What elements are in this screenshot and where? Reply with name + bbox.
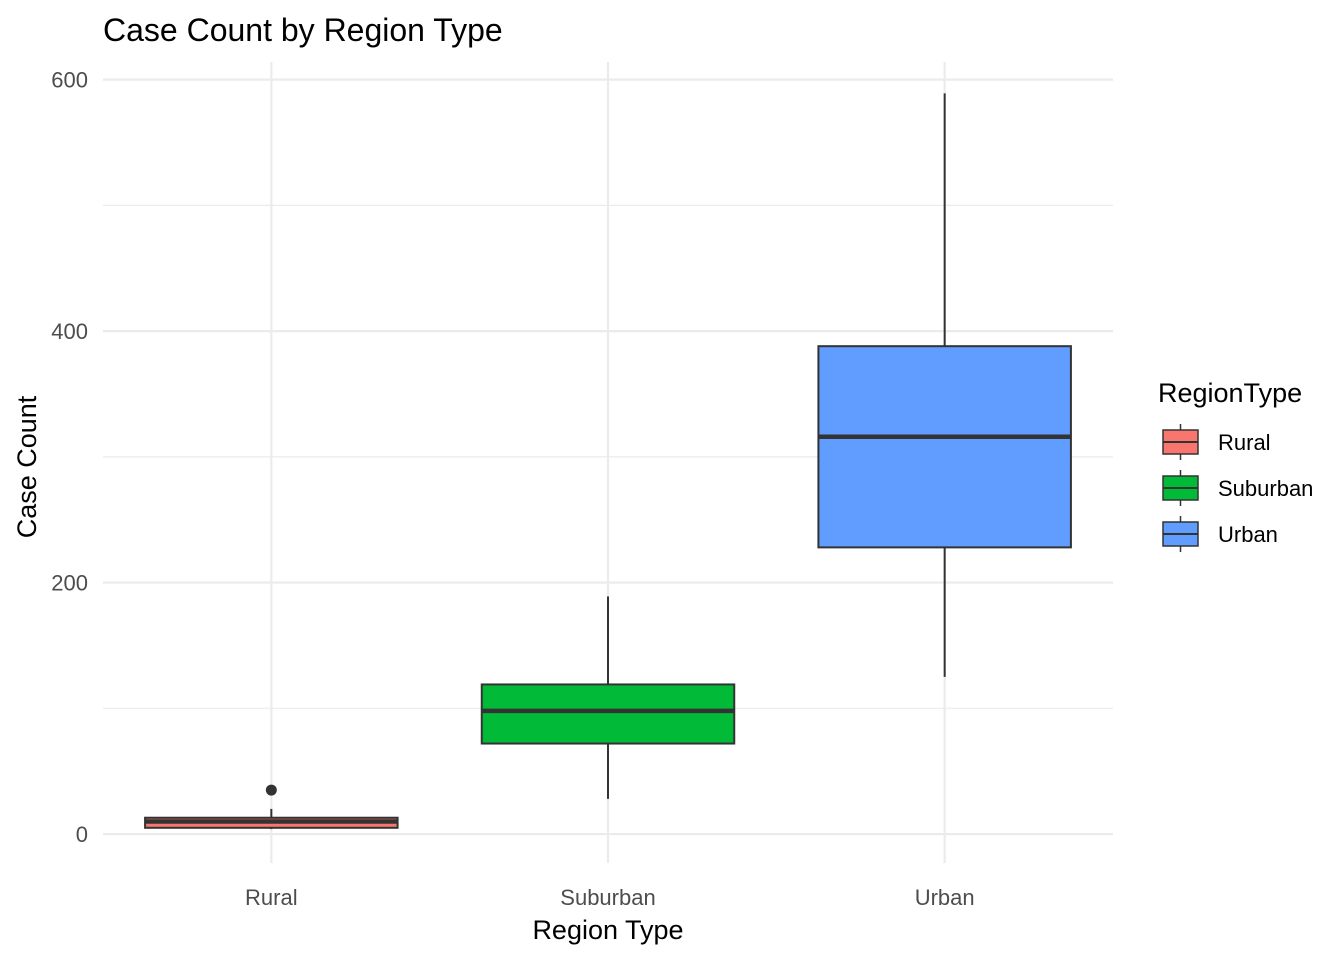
boxes-layer — [144, 93, 1072, 830]
x-tick-label: Suburban — [560, 885, 655, 910]
x-axis-tick-labels: Rural Suburban Urban — [245, 885, 975, 910]
legend: RegionType Rural Suburban Urban — [1158, 378, 1313, 552]
y-tick-label: 200 — [51, 571, 88, 596]
legend-item-urban: Urban — [1162, 516, 1278, 552]
legend-item-label: Urban — [1218, 522, 1278, 547]
legend-item-label: Suburban — [1218, 476, 1313, 501]
x-tick-label: Rural — [245, 885, 298, 910]
y-axis-tick-labels: 0 200 400 600 — [51, 68, 88, 847]
box-suburban — [480, 596, 736, 799]
y-tick-label: 600 — [51, 68, 88, 93]
x-tick-label: Urban — [915, 885, 975, 910]
legend-title: RegionType — [1158, 378, 1302, 408]
y-tick-label: 400 — [51, 319, 88, 344]
box-iqr — [817, 345, 1072, 549]
legend-item-rural: Rural — [1162, 424, 1271, 460]
legend-item-suburban: Suburban — [1162, 470, 1313, 506]
box-iqr — [480, 683, 736, 745]
box-urban — [817, 93, 1072, 677]
box-rural — [144, 784, 399, 830]
legend-item-label: Rural — [1218, 430, 1271, 455]
chart-title: Case Count by Region Type — [103, 12, 503, 48]
y-axis-title: Case Count — [12, 395, 42, 538]
grid-lines — [103, 62, 1113, 863]
y-tick-label: 0 — [76, 822, 88, 847]
x-axis-title: Region Type — [532, 915, 683, 945]
outlier-point — [265, 784, 277, 796]
